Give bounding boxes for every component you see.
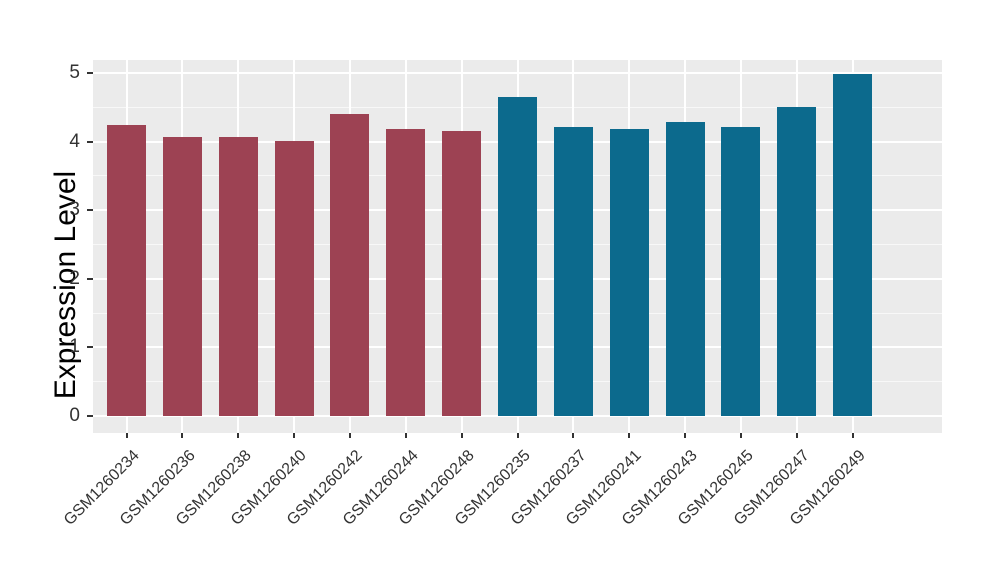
x-tick-mark <box>851 433 854 438</box>
bar-GSM1260235 <box>497 97 538 416</box>
x-tick-mark <box>404 433 407 438</box>
x-tick-mark <box>739 433 742 438</box>
bar-GSM1260234 <box>106 125 147 416</box>
x-tick-mark <box>181 433 184 438</box>
y-tick-label: 0 <box>69 404 80 426</box>
bar-GSM1260241 <box>609 128 649 416</box>
x-tick-mark <box>516 433 519 438</box>
y-tick-label: 5 <box>69 62 80 84</box>
y-tick-label: 4 <box>69 130 80 152</box>
bar-GSM1260244 <box>386 128 426 416</box>
y-tick-label: 1 <box>69 336 80 358</box>
y-tick-mark <box>87 277 93 280</box>
x-tick-mark <box>572 433 575 438</box>
y-tick-mark <box>87 72 93 75</box>
y-tick-label: 2 <box>69 267 80 289</box>
x-tick-mark <box>628 433 631 438</box>
x-tick-mark <box>460 433 463 438</box>
bar-GSM1260245 <box>721 126 761 416</box>
bar-GSM1260237 <box>553 126 593 416</box>
bar-GSM1260236 <box>162 136 202 416</box>
y-tick-mark <box>87 209 93 212</box>
bar-GSM1260248 <box>442 131 482 416</box>
x-tick-mark <box>237 433 240 438</box>
x-tick-mark <box>348 433 351 438</box>
y-tick-mark <box>87 140 93 143</box>
x-tick-mark <box>795 433 798 438</box>
bar-GSM1260243 <box>665 122 705 416</box>
bar-GSM1260240 <box>274 140 314 416</box>
x-tick-mark <box>293 433 296 438</box>
x-tick-mark <box>125 433 128 438</box>
bar-GSM1260249 <box>833 74 873 416</box>
y-tick-label: 3 <box>69 199 80 221</box>
bar-GSM1260238 <box>218 136 258 416</box>
bar-GSM1260247 <box>777 107 817 416</box>
x-tick-mark <box>684 433 687 438</box>
y-tick-mark <box>87 414 93 417</box>
y-tick-mark <box>87 346 93 349</box>
bar-GSM1260242 <box>330 114 370 416</box>
plot-panel <box>93 60 942 433</box>
